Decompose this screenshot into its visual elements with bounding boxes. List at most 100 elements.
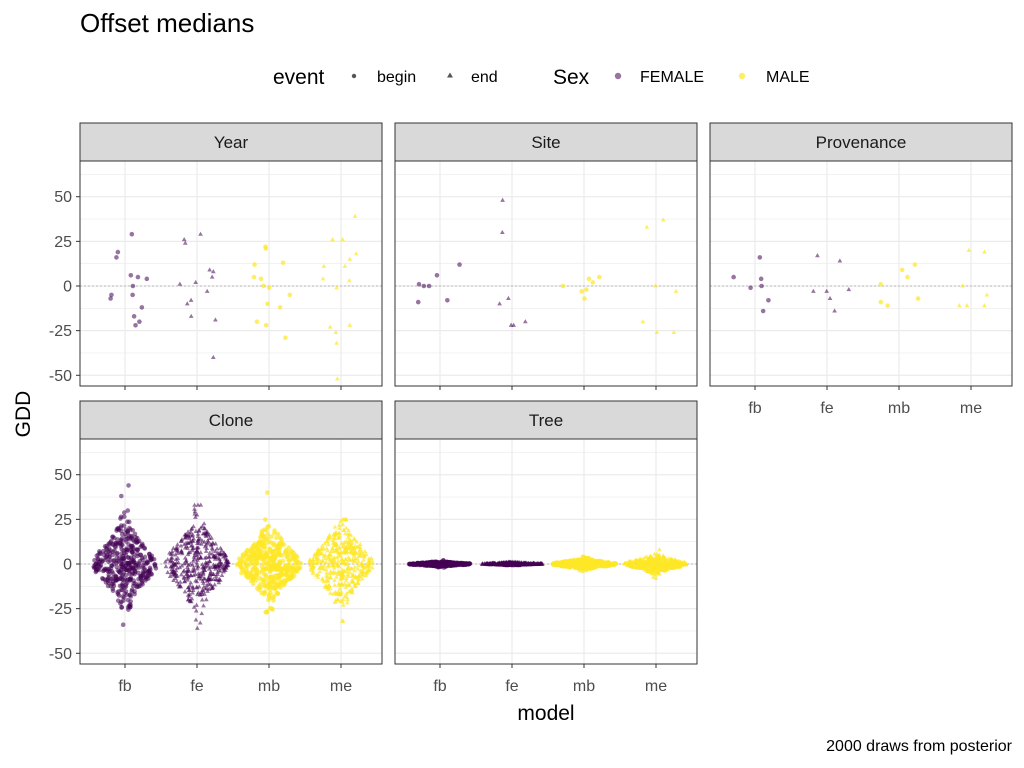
data-point-me (334, 285, 339, 290)
draw-point-me (333, 590, 339, 596)
draw-point-me (643, 565, 648, 570)
draw-point-me (660, 567, 666, 572)
draw-point-fb (122, 514, 127, 520)
draw-point-fe (173, 568, 179, 573)
draw-point-fb (131, 578, 136, 583)
draw-point-me (333, 542, 339, 547)
draw-point-fe (219, 547, 224, 553)
draw-point-fe (173, 575, 178, 581)
x-axis-label: model (517, 702, 574, 725)
draw-point-me (310, 564, 316, 569)
draw-point-me (350, 572, 356, 577)
draw-point-mb (261, 542, 267, 548)
draw-point-fe (163, 559, 168, 564)
x-tick-label: fe (190, 678, 203, 695)
draw-point-me (651, 574, 656, 579)
draw-point-fe (222, 553, 228, 558)
data-point-me (640, 319, 646, 324)
draw-point-mb (279, 553, 285, 558)
draw-point-fe (203, 548, 209, 553)
legend-sex-title: Sex (553, 66, 590, 89)
draw-point-me (337, 586, 343, 591)
draw-point-fe (527, 561, 533, 567)
draw-point-mb (273, 554, 278, 559)
draw-point-mb (561, 563, 567, 569)
draw-point-me (625, 562, 630, 567)
draw-point-me (325, 535, 331, 540)
draw-point-fe (180, 569, 186, 574)
draw-point-me (343, 557, 348, 562)
draw-point-me (328, 548, 334, 554)
draw-point-fe (205, 532, 211, 537)
points-tree (406, 547, 689, 580)
data-point-fe (177, 281, 183, 286)
draw-point-fe (213, 573, 219, 578)
draw-point-mb (288, 548, 294, 554)
draw-point-me (334, 546, 339, 551)
draw-point-fe (196, 545, 201, 550)
draw-point-me (353, 583, 358, 589)
draw-point-mb (595, 563, 600, 568)
draw-point-mb (276, 551, 281, 556)
draw-point-fb (96, 552, 101, 557)
data-point-me (960, 283, 965, 288)
draw-point-mb (269, 534, 274, 540)
draw-point-mb (263, 549, 268, 555)
draw-point-me (657, 547, 662, 552)
data-point-mb (263, 246, 269, 251)
draw-point-me (339, 618, 345, 623)
data-point-fe (811, 288, 816, 293)
draw-point-fe (202, 544, 208, 549)
draw-point-fb (127, 604, 133, 610)
draw-point-fe (173, 571, 179, 576)
data-point-fb (426, 283, 432, 289)
draw-point-fe (214, 546, 220, 551)
draw-point-me (343, 525, 349, 530)
draw-point-mb (261, 591, 267, 597)
draw-point-me (332, 524, 338, 529)
draw-point-me (308, 561, 314, 566)
draw-point-fe (210, 571, 216, 577)
data-point-fe (207, 267, 212, 272)
draw-point-me (338, 571, 344, 576)
draw-point-fe (195, 533, 201, 538)
draw-point-me (369, 565, 375, 570)
draw-point-fe (202, 526, 207, 531)
draw-point-fe (190, 590, 195, 595)
draw-point-me (322, 556, 328, 561)
draw-point-me (344, 568, 350, 574)
data-point-mb (915, 296, 921, 301)
data-point-fe (824, 288, 830, 293)
draw-point-me (323, 567, 329, 572)
data-point-fe (181, 236, 187, 242)
x-tick-label: me (330, 678, 352, 695)
data-point-fb (130, 283, 136, 289)
draw-point-fe (219, 572, 225, 577)
draw-point-fe (210, 585, 216, 590)
legend-end-key (447, 72, 453, 78)
draw-point-me (343, 584, 349, 589)
draw-point-me (362, 548, 368, 553)
draw-point-fe (169, 563, 174, 569)
draw-point-mb (255, 556, 261, 561)
draw-point-fe (175, 550, 181, 555)
draw-point-mb (264, 609, 270, 615)
legend: event begin end Sex FEMALE MALE (273, 66, 810, 89)
x-tick-label: me (645, 678, 667, 695)
data-point-fb (130, 292, 135, 298)
draw-point-fe (192, 506, 197, 511)
data-point-me (352, 213, 358, 218)
facet-panel-provenance: Provenance fb fe mb me (709, 122, 1013, 417)
draw-point-fb (121, 570, 127, 575)
draw-point-fe (195, 538, 200, 543)
draw-point-fe (485, 561, 491, 566)
draw-point-fe (185, 564, 190, 569)
data-point-fb (445, 297, 450, 303)
data-point-fb (766, 297, 771, 303)
data-point-fb (759, 283, 764, 289)
data-point-fb (137, 319, 142, 325)
panel-background (395, 439, 697, 664)
draw-point-me (325, 578, 330, 584)
panel-background (395, 161, 697, 386)
draw-point-mb (590, 558, 595, 563)
